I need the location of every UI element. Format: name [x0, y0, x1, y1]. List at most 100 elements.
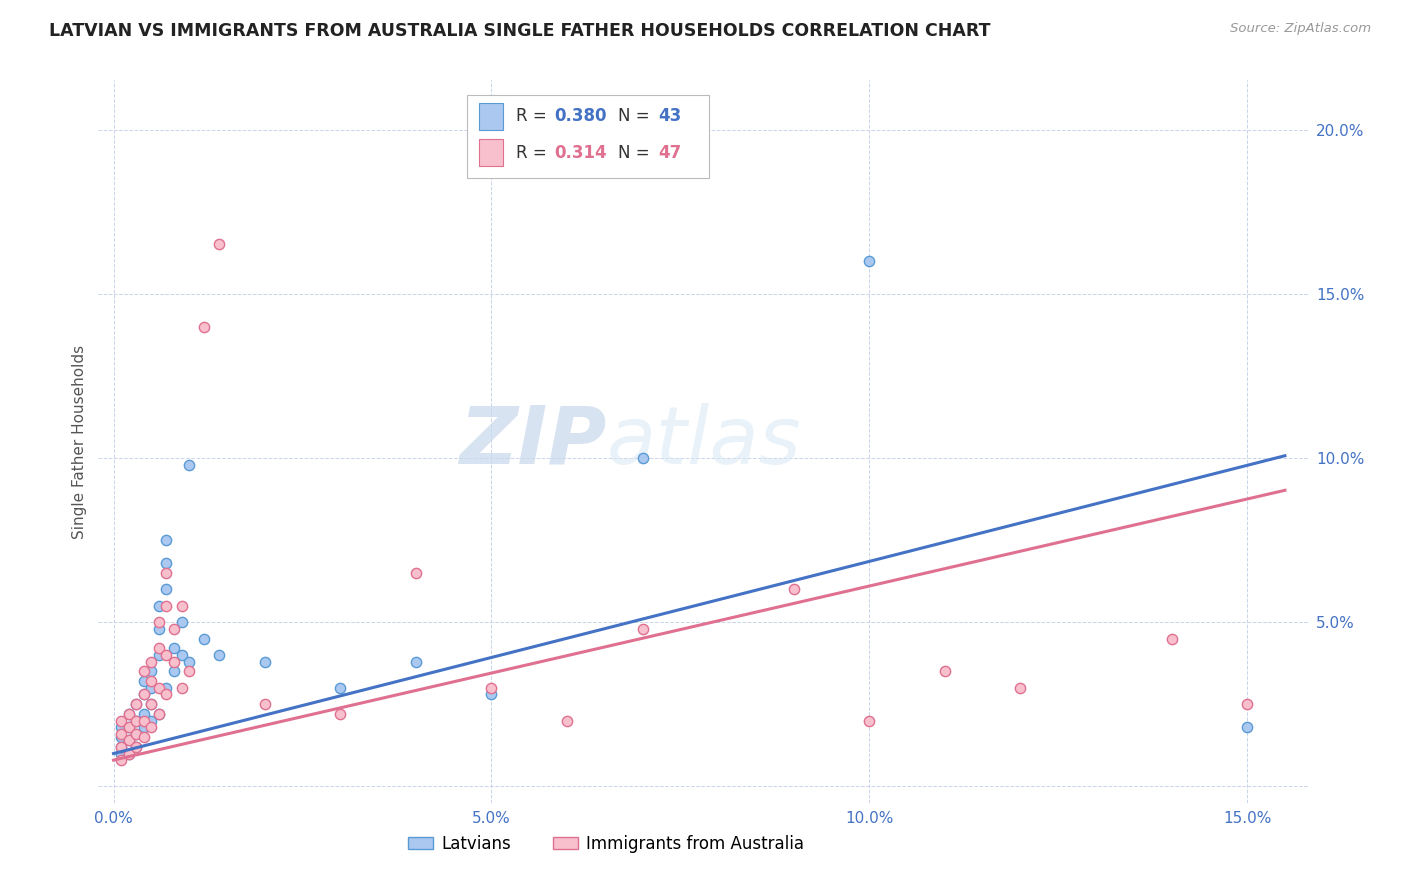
Text: 43: 43 [658, 107, 682, 126]
Point [858, 714, 880, 728]
Point [118, 720, 141, 734]
Text: N =: N = [619, 144, 655, 161]
Text: N =: N = [619, 107, 655, 126]
Point [179, 665, 201, 679]
Text: ZIP: ZIP [458, 402, 606, 481]
Point [155, 681, 177, 695]
Point [1010, 681, 1032, 695]
Point [125, 727, 148, 741]
Point [118, 707, 141, 722]
Point [118, 747, 141, 761]
FancyBboxPatch shape [479, 139, 503, 166]
Point [179, 655, 201, 669]
Point [631, 622, 654, 636]
Point [148, 599, 170, 613]
Point [163, 655, 186, 669]
Point [141, 681, 163, 695]
Point [132, 730, 155, 744]
Text: Source: ZipAtlas.com: Source: ZipAtlas.com [1230, 22, 1371, 36]
Point [208, 648, 231, 662]
Text: 47: 47 [658, 144, 682, 161]
Point [132, 714, 155, 728]
Point [155, 599, 177, 613]
Y-axis label: Single Father Households: Single Father Households [72, 344, 87, 539]
Point [155, 556, 177, 570]
Point [125, 698, 148, 712]
Point [132, 720, 155, 734]
Point [110, 730, 132, 744]
Point [110, 720, 132, 734]
FancyBboxPatch shape [467, 95, 709, 178]
Point [125, 739, 148, 754]
Point [110, 714, 132, 728]
Point [253, 655, 276, 669]
Point [132, 687, 155, 701]
Point [155, 566, 177, 580]
Legend: Latvians, Immigrants from Australia: Latvians, Immigrants from Australia [402, 828, 811, 860]
Point [405, 566, 427, 580]
Point [163, 665, 186, 679]
Point [141, 698, 163, 712]
Point [118, 747, 141, 761]
Text: 0.314: 0.314 [554, 144, 607, 161]
FancyBboxPatch shape [479, 103, 503, 130]
Point [155, 687, 177, 701]
Point [110, 747, 132, 761]
Point [170, 681, 193, 695]
Point [155, 582, 177, 597]
Point [125, 714, 148, 728]
Point [132, 687, 155, 701]
Point [405, 655, 427, 669]
Point [193, 632, 215, 646]
Point [148, 707, 170, 722]
Point [118, 733, 141, 747]
Point [110, 753, 132, 767]
Point [631, 450, 654, 465]
Point [110, 739, 132, 754]
Point [163, 641, 186, 656]
Point [141, 698, 163, 712]
Point [782, 582, 804, 597]
Point [155, 533, 177, 547]
Text: LATVIAN VS IMMIGRANTS FROM AUSTRALIA SINGLE FATHER HOUSEHOLDS CORRELATION CHART: LATVIAN VS IMMIGRANTS FROM AUSTRALIA SIN… [49, 22, 991, 40]
Point [253, 698, 276, 712]
Point [118, 733, 141, 747]
Point [208, 237, 231, 252]
Point [481, 681, 503, 695]
Point [132, 665, 155, 679]
Text: 0.380: 0.380 [554, 107, 607, 126]
Point [125, 739, 148, 754]
Point [858, 253, 880, 268]
Text: R =: R = [516, 144, 551, 161]
Point [148, 641, 170, 656]
Point [170, 648, 193, 662]
Text: R =: R = [516, 107, 551, 126]
Point [179, 458, 201, 472]
Point [141, 655, 163, 669]
Point [125, 714, 148, 728]
Point [118, 720, 141, 734]
Point [125, 698, 148, 712]
Point [132, 674, 155, 689]
Point [110, 739, 132, 754]
Point [141, 714, 163, 728]
Point [934, 665, 956, 679]
Point [1236, 698, 1258, 712]
Point [193, 319, 215, 334]
Point [148, 622, 170, 636]
Point [170, 615, 193, 630]
Point [141, 674, 163, 689]
Point [148, 707, 170, 722]
Text: atlas: atlas [606, 402, 801, 481]
Point [329, 681, 352, 695]
Point [329, 707, 352, 722]
Point [148, 681, 170, 695]
Point [1160, 632, 1182, 646]
Point [170, 599, 193, 613]
Point [110, 727, 132, 741]
Point [141, 720, 163, 734]
Point [118, 707, 141, 722]
Point [141, 665, 163, 679]
Point [125, 727, 148, 741]
Point [163, 622, 186, 636]
